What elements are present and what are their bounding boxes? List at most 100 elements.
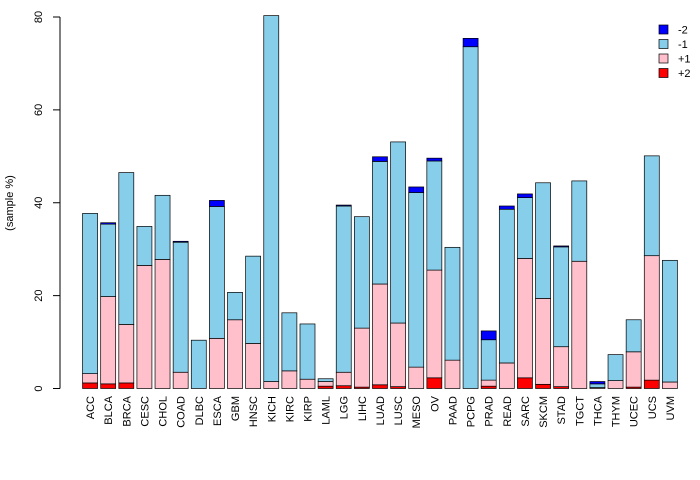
bar-segment-brca-plus1: [118, 324, 135, 384]
y-tick-label-60: 60: [33, 104, 45, 116]
bar-segment-acc-minus1: [82, 213, 98, 374]
bar-segment-thym-minus1: [607, 354, 624, 381]
x-tick-label-cesc: CESC: [139, 396, 151, 427]
bar-segment-read-minus1: [498, 208, 515, 364]
bar-segment-luad-plus1: [372, 283, 388, 386]
bar-segment-meso-plus1: [408, 366, 425, 389]
bar-segment-blca-plus2: [100, 383, 117, 389]
bar-segment-blca-minus1: [100, 223, 117, 297]
bar-segment-skcm-plus1: [535, 298, 551, 385]
bar-segment-kich-minus1: [263, 15, 280, 382]
bar-segment-coad-minus1: [172, 241, 189, 373]
bar-segment-chol-plus1: [154, 259, 171, 389]
bar-segment-ov-minus1: [426, 160, 443, 271]
legend-swatch-minus1: [658, 39, 669, 49]
bar-segment-luad-plus2: [372, 384, 388, 389]
bar-segment-thca-minus1: [589, 383, 606, 388]
bar-segment-thym-plus1: [607, 380, 624, 389]
bar-segment-lusc-plus1: [390, 322, 406, 387]
bar-segment-ucec-minus1: [625, 319, 642, 353]
bar-segment-ov-plus1: [426, 269, 443, 379]
x-tick-label-lgg: LGG: [339, 396, 351, 419]
x-tick-label-prad: PRAD: [484, 396, 496, 427]
x-tick-label-sarc: SARC: [520, 396, 532, 427]
bar-segment-paad-plus1: [444, 359, 461, 389]
bar-segment-lgg-minus2: [335, 204, 352, 207]
legend-label-plus2: +2: [678, 68, 691, 80]
bar-segment-sarc-plus2: [517, 377, 533, 389]
x-tick-label-acc: ACC: [85, 396, 97, 419]
bar-segment-coad-plus1: [172, 371, 189, 389]
bar-segment-sarc-minus2: [517, 193, 533, 198]
bar-segment-brca-minus1: [118, 172, 135, 325]
bar-segment-lihc-plus1: [354, 327, 370, 388]
x-tick-label-coad: COAD: [176, 396, 188, 428]
bar-segment-ucs-plus1: [643, 255, 660, 381]
x-tick-label-kirc: KIRC: [284, 396, 296, 422]
bar-segment-lihc-minus1: [354, 216, 370, 329]
y-axis: 0 20 40 60 80: [33, 11, 61, 392]
x-tick-label-hnsc: HNSC: [248, 396, 260, 427]
bar-segment-sarc-minus1: [517, 197, 533, 259]
legend: -2 -1 +1 +2: [658, 25, 691, 80]
bar-segment-lusc-minus1: [390, 141, 406, 324]
bar-segment-ov-minus2: [426, 157, 443, 162]
bar-segment-laml-plus1: [317, 381, 334, 387]
x-tick-label-thym: THYM: [611, 396, 623, 427]
x-tick-label-ucec: UCEC: [629, 396, 641, 427]
bar-segment-meso-minus1: [408, 192, 425, 368]
bar-segment-read-plus1: [498, 362, 515, 389]
x-tick-label-brca: BRCA: [121, 395, 133, 426]
x-tick-label-chol: CHOL: [158, 396, 170, 427]
bar-segment-blca-plus1: [100, 296, 117, 385]
bar-segment-gbm-minus1: [227, 292, 243, 321]
x-tick-label-lihc: LIHC: [357, 396, 369, 421]
x-tick-label-meso: MESO: [411, 396, 423, 429]
bar-segment-lgg-plus1: [335, 371, 352, 387]
bar-segment-gbm-plus1: [227, 319, 243, 389]
bar-segment-cesc-plus1: [136, 265, 153, 389]
x-tick-label-lusc: LUSC: [393, 396, 405, 425]
y-tick-label-20: 20: [33, 290, 45, 302]
bar-segment-coad-minus2: [172, 240, 189, 243]
bar-segment-meso-minus2: [408, 186, 425, 193]
bar-segment-kirc-plus1: [281, 370, 298, 389]
x-tick-label-paad: PAAD: [447, 396, 459, 425]
bar-segment-hnsc-minus1: [245, 255, 261, 344]
x-tick-label-gbm: GBM: [230, 396, 242, 421]
bar-segment-ucs-minus1: [643, 155, 660, 257]
bar-segment-ucec-plus1: [625, 351, 642, 388]
bar-segment-lgg-plus2: [335, 385, 352, 389]
x-tick-label-skcm: SKCM: [538, 396, 550, 428]
legend-label-plus1: +1: [678, 54, 691, 66]
x-tick-label-ov: OV: [429, 395, 441, 412]
legend-swatch-plus2: [658, 68, 669, 78]
x-tick-label-ucs: UCS: [647, 396, 659, 419]
legend-swatch-plus1: [658, 53, 669, 64]
x-tick-label-kirp: KIRP: [303, 396, 315, 422]
legend-label-minus2: -2: [678, 25, 688, 37]
bar-segment-laml-plus2: [317, 385, 334, 389]
y-tick-label-40: 40: [33, 197, 45, 209]
bar-segment-skcm-minus1: [535, 182, 551, 299]
bar-segment-thca-minus2: [589, 381, 606, 385]
x-tick-label-esca: ESCA: [212, 395, 224, 426]
x-tick-label-tgct: TGCT: [574, 396, 586, 426]
bar-segment-blca-minus2: [100, 222, 117, 225]
bar-segment-dlbc-minus1: [190, 339, 207, 389]
bar-segment-acc-plus2: [82, 382, 98, 389]
bar-segment-hnsc-plus1: [245, 343, 261, 389]
bar-segment-luad-minus2: [372, 156, 388, 162]
bar-segment-skcm-plus2: [535, 383, 551, 389]
bar-segment-paad-minus1: [444, 246, 461, 361]
bar-segment-brca-plus2: [118, 382, 135, 389]
bar-segment-ucs-plus2: [643, 379, 660, 389]
bar-segment-laml-minus1: [317, 378, 334, 382]
x-tick-label-pcpg: PCPG: [466, 396, 478, 427]
bar-segment-stad-minus2: [553, 245, 570, 248]
bar-segment-kich-plus1: [263, 381, 280, 389]
bar-segment-prad-minus2: [480, 330, 497, 341]
y-tick-label-0: 0: [33, 385, 45, 391]
bar-segment-uvm-minus1: [662, 259, 678, 383]
